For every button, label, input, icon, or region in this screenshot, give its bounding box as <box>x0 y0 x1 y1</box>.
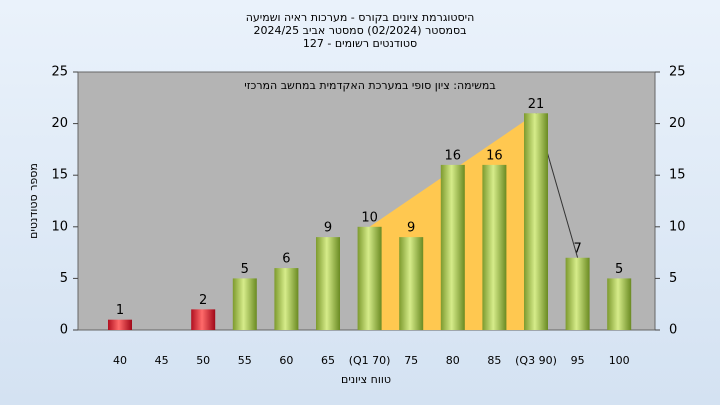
x-tick-label: (Q1 70) <box>349 354 391 367</box>
x-tick-label: 85 <box>487 354 501 367</box>
y-tick-label: 5 <box>60 271 68 286</box>
bar <box>108 319 132 330</box>
x-tick-label: 55 <box>238 354 252 367</box>
data-label: 5 <box>241 262 249 277</box>
bar <box>565 257 590 330</box>
y2-tick-label: 0 <box>669 323 677 338</box>
data-label: 16 <box>445 148 462 163</box>
bar <box>440 164 465 330</box>
x-tick-label: (Q3 90) <box>515 354 557 367</box>
y-tick-label: 25 <box>51 65 68 80</box>
data-label: 21 <box>528 97 545 112</box>
bar <box>274 268 299 330</box>
subtitle: בסמסטר (02/2024) סמסטר אביב 2024/25 <box>253 24 466 37</box>
x-tick-label: 60 <box>279 354 293 367</box>
x-tick-label: 65 <box>321 354 335 367</box>
data-label: 16 <box>486 148 503 163</box>
bar <box>399 237 424 330</box>
x-tick-label: 75 <box>404 354 418 367</box>
data-label: 9 <box>324 221 332 236</box>
x-axis-label: טווח ציונים <box>341 373 391 386</box>
x-tick-label: 40 <box>113 354 127 367</box>
y-tick-label: 0 <box>60 323 68 338</box>
data-label: 5 <box>615 262 623 277</box>
data-label: 1 <box>116 303 124 318</box>
subtitle: סטודנטים רשומים - 127 <box>303 37 417 50</box>
y2-tick-label: 15 <box>669 168 686 183</box>
bar <box>524 113 548 330</box>
data-label: 9 <box>407 221 415 236</box>
x-tick-label: 100 <box>609 354 630 367</box>
y2-tick-label: 5 <box>669 271 677 286</box>
chart-title: היסטוגרמת ציונים בקורס - מערכות ראיה ושמ… <box>246 11 475 24</box>
data-label: 6 <box>282 252 290 267</box>
x-tick-label: 45 <box>155 354 169 367</box>
annotation: במשימה: ציון סופי במערכת האקדמית במחשב ה… <box>244 79 495 92</box>
x-tick-label: 80 <box>446 354 460 367</box>
y-tick-label: 20 <box>51 116 68 131</box>
bar <box>232 278 257 330</box>
y-tick-label: 10 <box>51 219 68 234</box>
data-label: 2 <box>199 293 207 308</box>
y2-tick-label: 25 <box>669 65 686 80</box>
data-label: 7 <box>573 241 581 256</box>
bar <box>357 226 382 330</box>
x-tick-label: 95 <box>571 354 585 367</box>
bar <box>607 278 632 330</box>
y2-tick-label: 20 <box>669 116 686 131</box>
x-tick-label: 50 <box>196 354 210 367</box>
y-tick-label: 15 <box>51 168 68 183</box>
y-axis-label: מספר סטודנטים <box>27 163 40 239</box>
bar <box>482 164 507 330</box>
bar <box>316 237 340 330</box>
data-label: 10 <box>361 210 378 225</box>
bar <box>191 309 216 330</box>
y2-tick-label: 10 <box>669 219 686 234</box>
